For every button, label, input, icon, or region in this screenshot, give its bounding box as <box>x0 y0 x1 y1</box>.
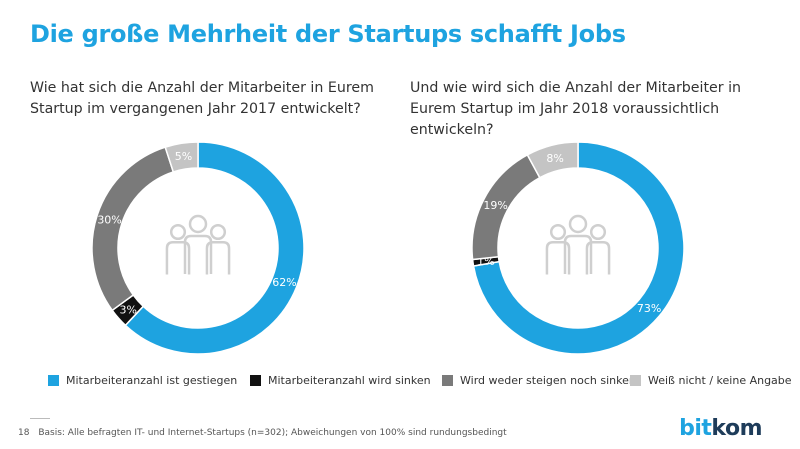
logo-part-bit: bit <box>679 416 712 441</box>
slice-label: 8% <box>546 152 563 165</box>
footer-text: Basis: Alle befragten IT- und Internet-S… <box>38 428 507 438</box>
people-icon <box>165 214 231 275</box>
legend-swatch <box>250 375 261 386</box>
slice-weiss-nicht <box>164 141 199 173</box>
people-icon <box>545 214 611 275</box>
legend-label: Weiß nicht / keine Angabe <box>648 374 792 387</box>
legend-item-weiss-nicht: Weiß nicht / keine Angabe <box>630 374 792 387</box>
legend-label: Mitarbeiteranzahl wird sinken <box>268 374 431 387</box>
donut-chart-2017: 62% 3% 30% 5% <box>91 141 305 355</box>
donut-chart-2018: 73%1%19%8% <box>471 141 685 355</box>
slice-label: 62% <box>272 276 296 289</box>
legend-swatch <box>442 375 453 386</box>
legend-label: Mitarbeiteranzahl ist gestiegen <box>66 374 238 387</box>
slice-label: 3% <box>120 304 137 317</box>
bitkom-logo: bitkom <box>679 416 762 441</box>
slice-label: 19% <box>483 199 507 212</box>
slice-label: 5% <box>175 150 192 163</box>
logo-part-kom: kom <box>711 416 762 441</box>
legend-item-sinken: Mitarbeiteranzahl wird sinken <box>250 374 431 387</box>
footer-divider <box>30 418 50 419</box>
page-title: Die große Mehrheit der Startups schafft … <box>30 20 626 48</box>
page-number: 18 <box>18 428 30 438</box>
slice-label: 73% <box>637 302 661 315</box>
footer-note: 18 Basis: Alle befragten IT- und Interne… <box>18 428 507 438</box>
legend-item-weder: Wird weder steigen noch sinken <box>442 374 636 387</box>
legend-swatch <box>630 375 641 386</box>
slice-gestiegen <box>472 141 685 355</box>
chart-left-title: Wie hat sich die Anzahl der Mitarbeiter … <box>30 80 374 117</box>
legend-swatch <box>48 375 59 386</box>
chart-legend: Mitarbeiteranzahl ist gestiegen Mitarbei… <box>48 374 792 392</box>
chart-right-title: Und wie wird sich die Anzahl der Mitarbe… <box>410 80 742 138</box>
slice-gestiegen <box>124 141 305 355</box>
legend-item-gestiegen: Mitarbeiteranzahl ist gestiegen <box>48 374 237 387</box>
legend-label: Wird weder steigen noch sinken <box>460 374 636 387</box>
slice-weder <box>91 146 175 312</box>
slice-label: 30% <box>97 213 121 226</box>
slice-weiss-nicht <box>526 141 579 179</box>
